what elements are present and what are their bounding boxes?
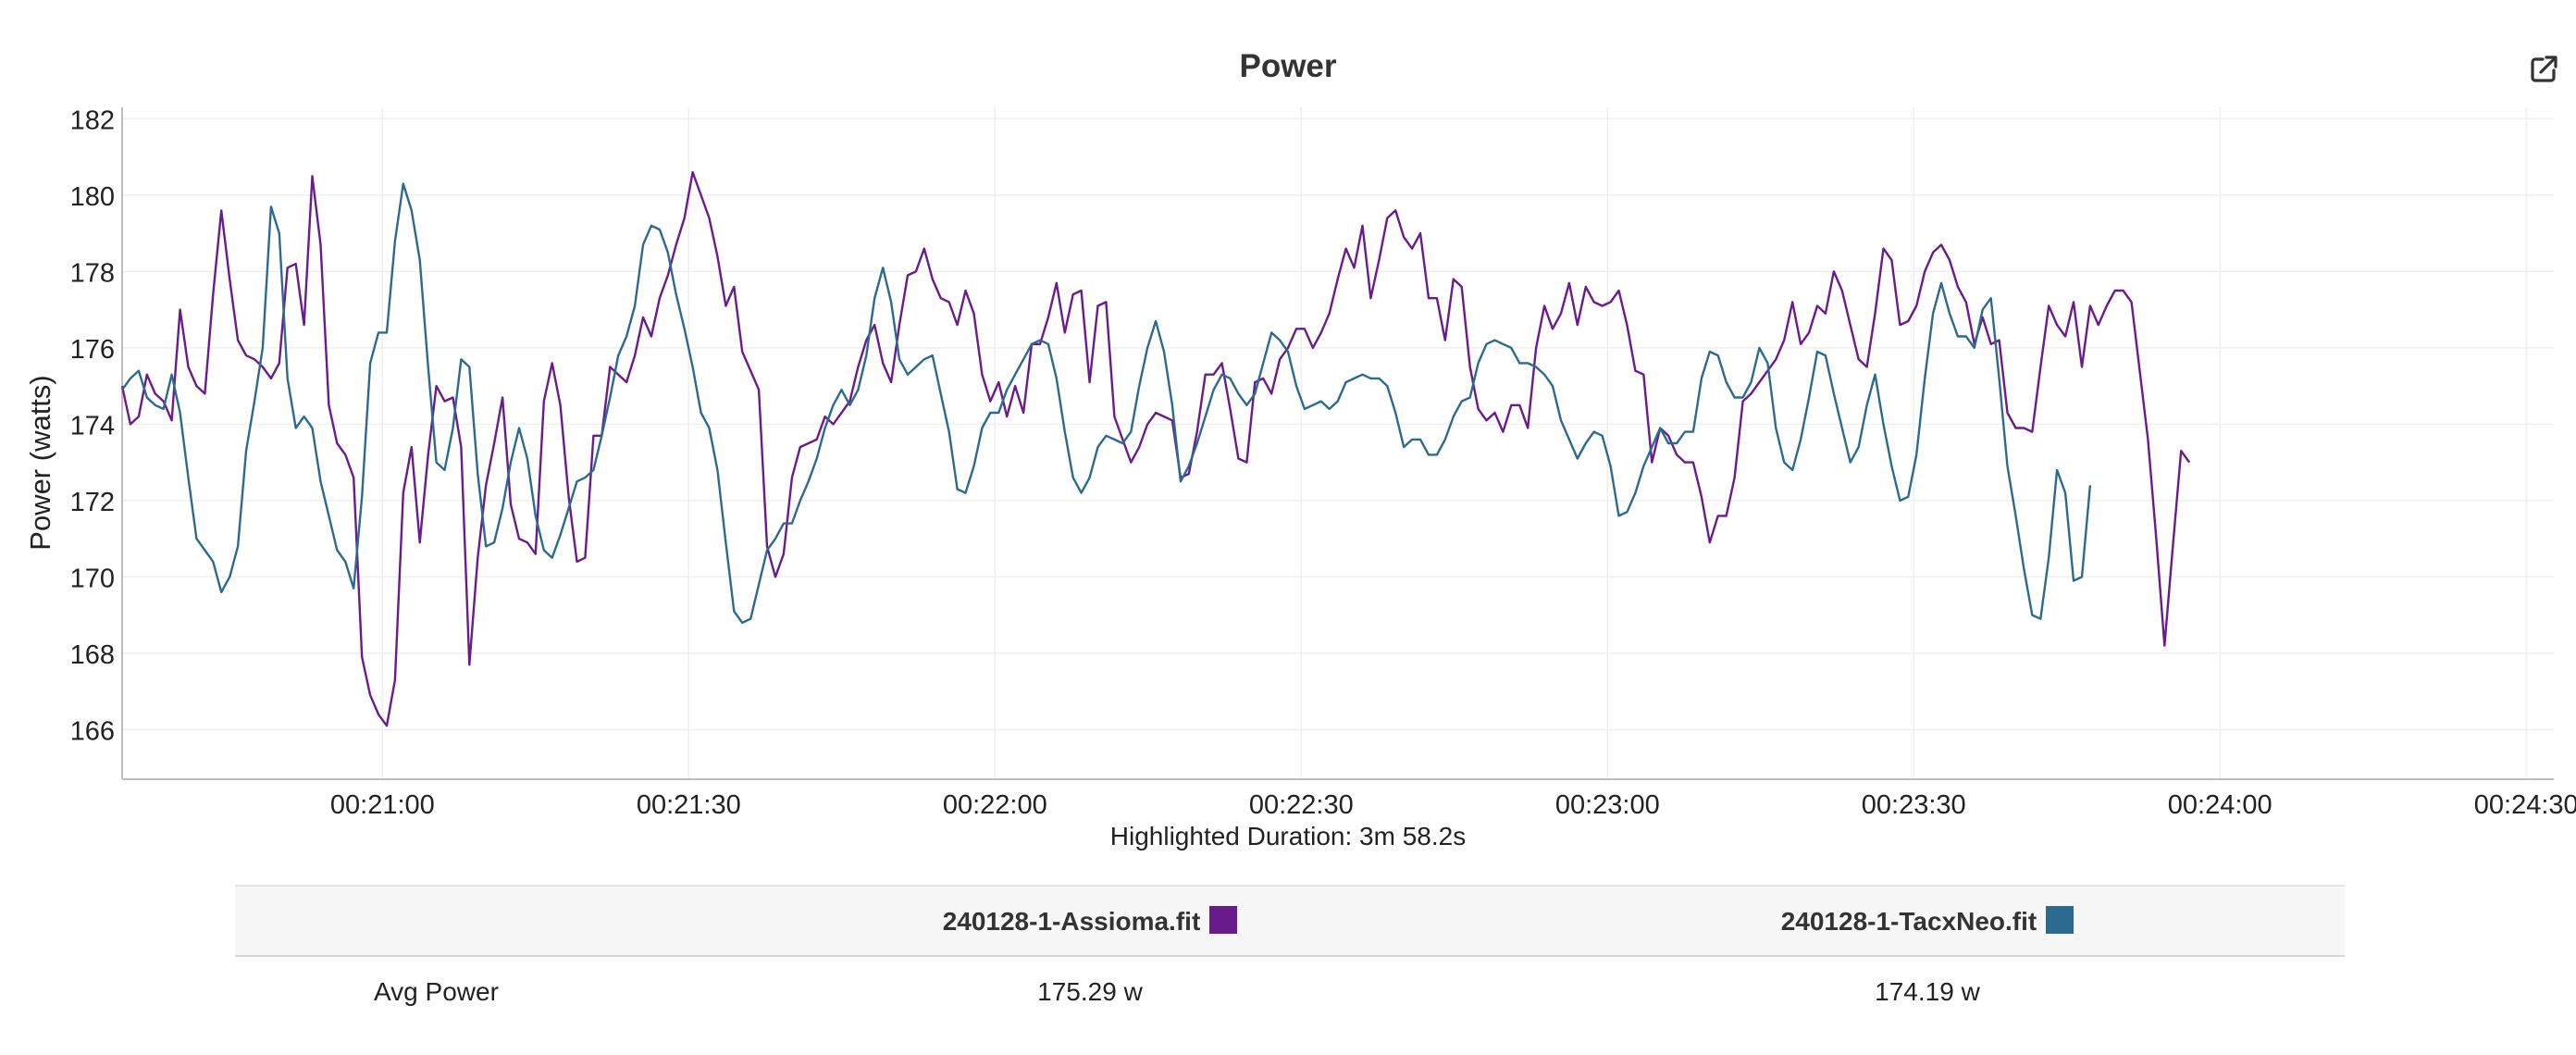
summary-header-row: 240128-1-Assioma.fit 240128-1-TacxNeo.fi… bbox=[235, 885, 2345, 957]
avg-power-tacxneo: 174.19 w bbox=[1875, 977, 1980, 1006]
chart-axes bbox=[121, 107, 2554, 780]
header-file-tacxneo: 240128-1-TacxNeo.fit bbox=[1509, 885, 2345, 957]
x-tick-label: 00:21:30 bbox=[637, 790, 741, 814]
y-tick-label: 182 bbox=[70, 106, 115, 135]
highlighted-duration: Highlighted Duration: 3m 58.2s bbox=[1109, 822, 1467, 850]
avg-power-assioma: 175.29 w bbox=[1037, 977, 1143, 1006]
x-tick-labels: 00:21:00 00:21:30 00:22:00 00:22:30 00:23:00… bbox=[330, 790, 2576, 814]
series-lines bbox=[120, 170, 2191, 727]
legend-swatch-tacxneo bbox=[2046, 905, 2074, 934]
series-line-tacxneo bbox=[121, 182, 2092, 625]
y-tick-label: 166 bbox=[70, 716, 115, 746]
y-tick-label: 172 bbox=[70, 488, 115, 517]
x-tick-label: 00:22:30 bbox=[1249, 790, 1354, 814]
grid-lines bbox=[122, 107, 2554, 779]
header-empty-cell bbox=[235, 885, 670, 957]
y-tick-label: 176 bbox=[70, 335, 115, 365]
x-tick-label: 00:21:00 bbox=[330, 790, 435, 814]
table-row: Avg Power 175.29 w 174.19 w bbox=[235, 956, 2345, 1027]
external-link-icon[interactable] bbox=[2528, 54, 2559, 85]
legend-swatch-assioma bbox=[1209, 905, 1238, 934]
x-tick-label: 00:22:00 bbox=[943, 790, 1047, 814]
y-tick-label: 174 bbox=[70, 411, 115, 441]
header-file-assioma: 240128-1-Assioma.fit bbox=[670, 885, 1510, 957]
file-name-label: 240128-1-TacxNeo.fit bbox=[1780, 906, 2037, 936]
file-name-label: 240128-1-Assioma.fit bbox=[942, 906, 1201, 936]
y-tick-labels: 166 168 170 172 174 176 178 180 182 bbox=[70, 106, 115, 746]
y-tick-label: 170 bbox=[70, 564, 115, 593]
series-line-assioma bbox=[120, 170, 2191, 727]
summary-table: 240128-1-Assioma.fit 240128-1-TacxNeo.fi… bbox=[235, 885, 2345, 1027]
row-label-avg-power: Avg Power bbox=[374, 977, 499, 1006]
y-axis-label: Power (watts) bbox=[24, 375, 56, 550]
y-tick-label: 168 bbox=[70, 640, 115, 670]
x-tick-label: 00:23:00 bbox=[1555, 790, 1660, 814]
y-tick-label: 178 bbox=[70, 258, 115, 288]
x-tick-label: 00:24:00 bbox=[2168, 790, 2273, 814]
chart-title: Power bbox=[1239, 48, 1337, 84]
x-tick-label: 00:23:30 bbox=[1862, 790, 1966, 814]
y-tick-label: 180 bbox=[70, 182, 115, 212]
x-tick-label: 00:24:30 bbox=[2474, 790, 2576, 814]
